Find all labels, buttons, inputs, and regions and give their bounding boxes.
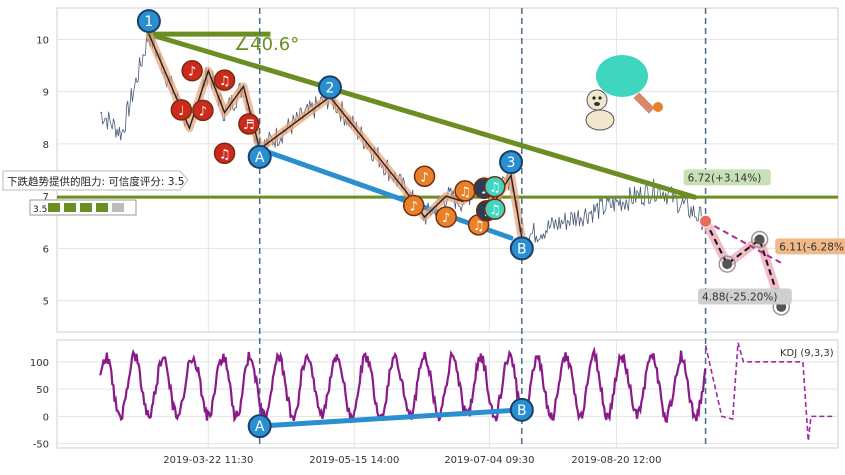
kdj-marker-label: B xyxy=(517,403,527,419)
note-marker xyxy=(435,206,457,228)
kdj-y-tick: -50 xyxy=(33,440,49,451)
forecast-target-dot xyxy=(754,234,765,245)
note-marker xyxy=(213,142,236,165)
forecast-label: 4.88(-25.20%) xyxy=(702,292,777,304)
price-y-tick: 7 xyxy=(43,192,49,203)
note-marker xyxy=(484,175,506,198)
wave-marker-label: A xyxy=(255,150,265,166)
note-glyph: ♪ xyxy=(199,104,207,119)
note-glyph: ♫ xyxy=(489,181,501,196)
kdj-projection xyxy=(704,342,833,441)
x-ticks: 2019-03-22 11:30 2019-05-15 14:00 2019-07-… xyxy=(163,455,661,466)
wave-marker xyxy=(499,150,524,175)
kdj-marker-label: A xyxy=(255,419,265,435)
rating-star-icon xyxy=(48,203,60,212)
note-glyph: ♪ xyxy=(442,211,450,226)
note-glyph: ♫ xyxy=(219,74,231,89)
kdj-panel-frame xyxy=(56,339,839,449)
forecast-dashed-path xyxy=(704,220,783,308)
note-glyph: ♬ xyxy=(243,118,255,133)
price-y-tick: 8 xyxy=(43,140,49,151)
note-glyph: ♫ xyxy=(489,203,501,218)
x-tick-label: 2019-08-20 12:00 xyxy=(571,455,661,466)
zigzag-line xyxy=(148,33,523,239)
rating-star-icon xyxy=(64,203,76,212)
note-marker xyxy=(413,165,436,188)
wave-marker-label: 2 xyxy=(325,80,334,96)
price-y-tick: 6 xyxy=(43,244,49,255)
wave-marker-label: B xyxy=(517,241,527,257)
trendline-down-resistance xyxy=(146,31,698,200)
resistance-callout: 下跌趋势提供的阻力: 可信度评分: 3.5 xyxy=(2,170,189,191)
wave-marker-label: 1 xyxy=(144,14,153,30)
zigzag xyxy=(145,32,526,239)
forecast-target-ring xyxy=(750,230,769,249)
rating-star-icon xyxy=(96,203,108,212)
note-glyph: ♫ xyxy=(473,219,485,234)
kdj-y-tick: 50 xyxy=(36,385,49,396)
wave-marker xyxy=(136,9,161,34)
kdj-series: AB xyxy=(99,342,833,441)
price-y-tick: 10 xyxy=(36,35,49,46)
forecast-label-box xyxy=(775,238,845,255)
note-glyph: ♩ xyxy=(481,182,487,197)
x-tick-label: 2019-03-22 11:30 xyxy=(163,455,253,466)
kdj-marker xyxy=(509,397,534,422)
kdj-line xyxy=(99,346,707,424)
rating-star-icon xyxy=(80,203,92,212)
zigzag-wide xyxy=(145,32,526,239)
forecast-start-dot xyxy=(699,214,713,228)
forecast-target-ring xyxy=(718,255,736,273)
dog-mascot-icon xyxy=(585,89,615,131)
x-tick-label: 2019-07-04 09:30 xyxy=(444,455,534,466)
resistance-label: 下跌趋势提供的阻力: 可信度评分: 3.5 xyxy=(7,175,184,188)
note-marker xyxy=(181,59,203,82)
note-glyph: ♪ xyxy=(420,170,428,185)
wave-marker xyxy=(509,236,534,261)
kdj-title: KDJ (9,3,3) xyxy=(780,348,834,359)
wave-marker-label: 3 xyxy=(507,155,516,171)
forecast-label-box xyxy=(698,288,792,305)
kdj-y-tick: 100 xyxy=(30,358,49,369)
price-y-tick: 9 xyxy=(43,88,49,99)
note-glyph: ♩ xyxy=(178,104,184,119)
x-tick-label: 2019-05-15 14:00 xyxy=(309,455,399,466)
rating-badge: 3.5 xyxy=(29,199,137,216)
price-y-tick: 5 xyxy=(43,297,49,308)
kdj-marker xyxy=(247,414,272,439)
forecast-label: 6.72(+3.14%) xyxy=(688,172,762,184)
note-glyph: ♪ xyxy=(410,200,418,215)
note-glyph: ♪ xyxy=(188,65,196,80)
price-panel-frame xyxy=(56,7,839,333)
note-marker xyxy=(402,194,425,217)
y-ticks: 5 6 7 8 9 10 -50 0 50 100 xyxy=(30,35,49,450)
note-marker xyxy=(238,113,260,135)
note-glyph: ♫ xyxy=(219,147,231,162)
angle-label: ∠40.6° xyxy=(234,34,299,55)
wave-marker xyxy=(317,75,342,100)
note-marker xyxy=(484,198,506,220)
wave-marker xyxy=(247,144,272,169)
music-note-markers: ♩♪♪♫♬♫♪♪♪♫♫♩♩♫♫ xyxy=(170,59,506,236)
kdj-trendline xyxy=(259,407,522,429)
wave-markers: 1 2 3 A B xyxy=(136,9,534,261)
forecast-upper-path xyxy=(705,220,782,264)
forecast-label-box xyxy=(683,169,771,186)
note-glyph: ♫ xyxy=(459,185,471,200)
kdj-y-tick: 0 xyxy=(43,412,49,423)
rating-star-icon xyxy=(112,203,124,212)
forecast-label: 6.11(-6.28%) xyxy=(779,241,845,253)
forecast-target-dot xyxy=(722,259,733,270)
rating-value: 3.5 xyxy=(33,205,47,215)
note-marker xyxy=(170,99,193,121)
forecast: 6.72(+3.14%) 6.11(-6.28%) 4.88(-25.20%) xyxy=(683,169,845,316)
paddle-icon xyxy=(596,55,663,114)
note-marker xyxy=(192,99,214,122)
note-marker xyxy=(213,69,236,91)
